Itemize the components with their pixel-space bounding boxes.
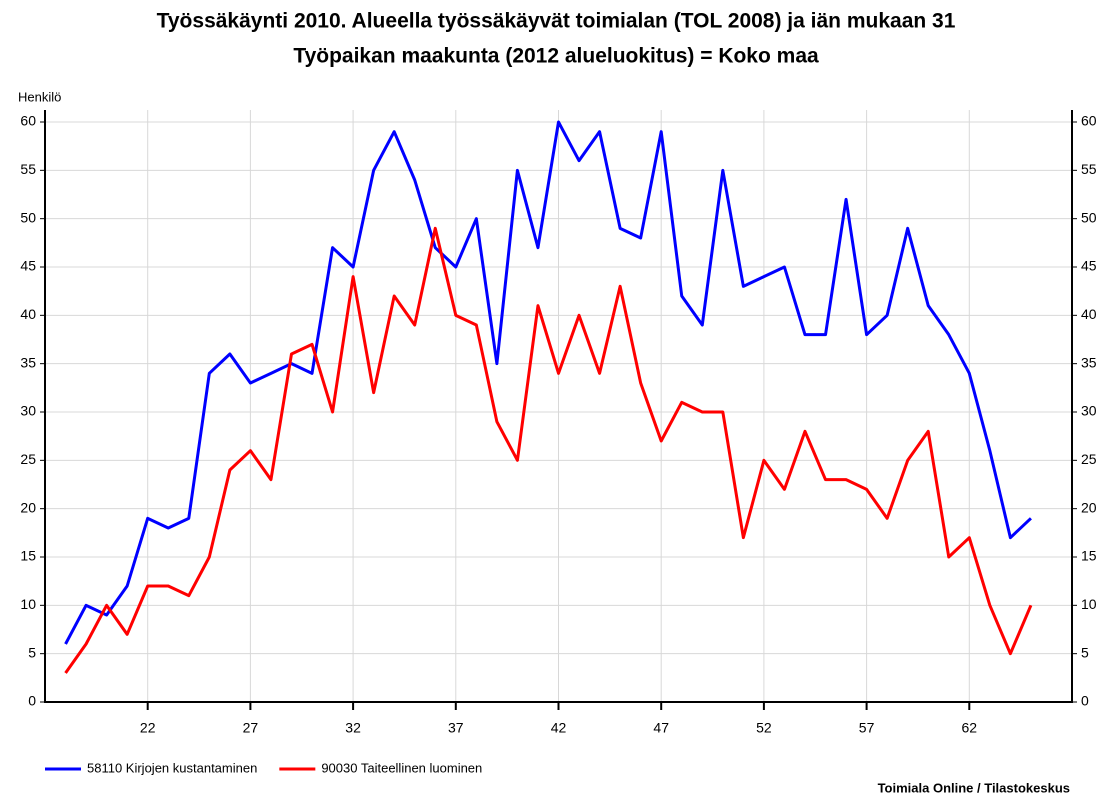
y-tick-label: 15 (20, 548, 36, 564)
x-tick-label: 57 (859, 720, 875, 736)
y2-tick-label: 35 (1081, 354, 1097, 370)
y-tick-label: 45 (20, 258, 36, 274)
x-tick-label: 32 (345, 720, 361, 736)
y2-tick-label: 60 (1081, 113, 1097, 129)
x-tick-label: 52 (756, 720, 772, 736)
y-tick-label: 30 (20, 403, 36, 419)
y-tick-label: 0 (28, 693, 36, 709)
y2-tick-label: 20 (1081, 499, 1097, 515)
y2-tick-label: 5 (1081, 644, 1089, 660)
chart-title: Työssäkäynti 2010. Alueella työssäkäyvät… (157, 10, 956, 33)
y-tick-label: 50 (20, 209, 36, 225)
y-axis-label: Henkilö (18, 89, 61, 104)
y2-tick-label: 15 (1081, 548, 1097, 564)
x-tick-label: 47 (653, 720, 669, 736)
y2-tick-label: 10 (1081, 596, 1097, 612)
series-line (64, 226, 1033, 674)
y-tick-label: 40 (20, 306, 36, 322)
y2-tick-label: 30 (1081, 403, 1097, 419)
y-tick-label: 55 (20, 161, 36, 177)
chart-subtitle: Työpaikan maakunta (2012 alueluokitus) =… (293, 45, 819, 68)
legend-label: 58110 Kirjojen kustantaminen (87, 760, 257, 775)
y2-tick-label: 50 (1081, 209, 1097, 225)
y-tick-label: 5 (28, 644, 36, 660)
y-tick-label: 20 (20, 499, 36, 515)
x-tick-label: 62 (962, 720, 978, 736)
x-tick-label: 22 (140, 720, 156, 736)
x-tick-label: 37 (448, 720, 464, 736)
y-tick-label: 10 (20, 596, 36, 612)
y2-tick-label: 25 (1081, 451, 1097, 467)
y-tick-label: 25 (20, 451, 36, 467)
x-tick-label: 27 (243, 720, 259, 736)
source: Toimiala Online / Tilastokeskus (878, 780, 1070, 795)
x-tick-label: 42 (551, 720, 567, 736)
y-tick-label: 35 (20, 354, 36, 370)
series-line (64, 120, 1032, 645)
y2-tick-label: 45 (1081, 258, 1097, 274)
y-tick-label: 60 (20, 113, 36, 129)
legend-label: 90030 Taiteellinen luominen (321, 760, 482, 775)
y2-tick-label: 0 (1081, 693, 1089, 709)
y2-tick-label: 55 (1081, 161, 1097, 177)
y2-tick-label: 40 (1081, 306, 1097, 322)
